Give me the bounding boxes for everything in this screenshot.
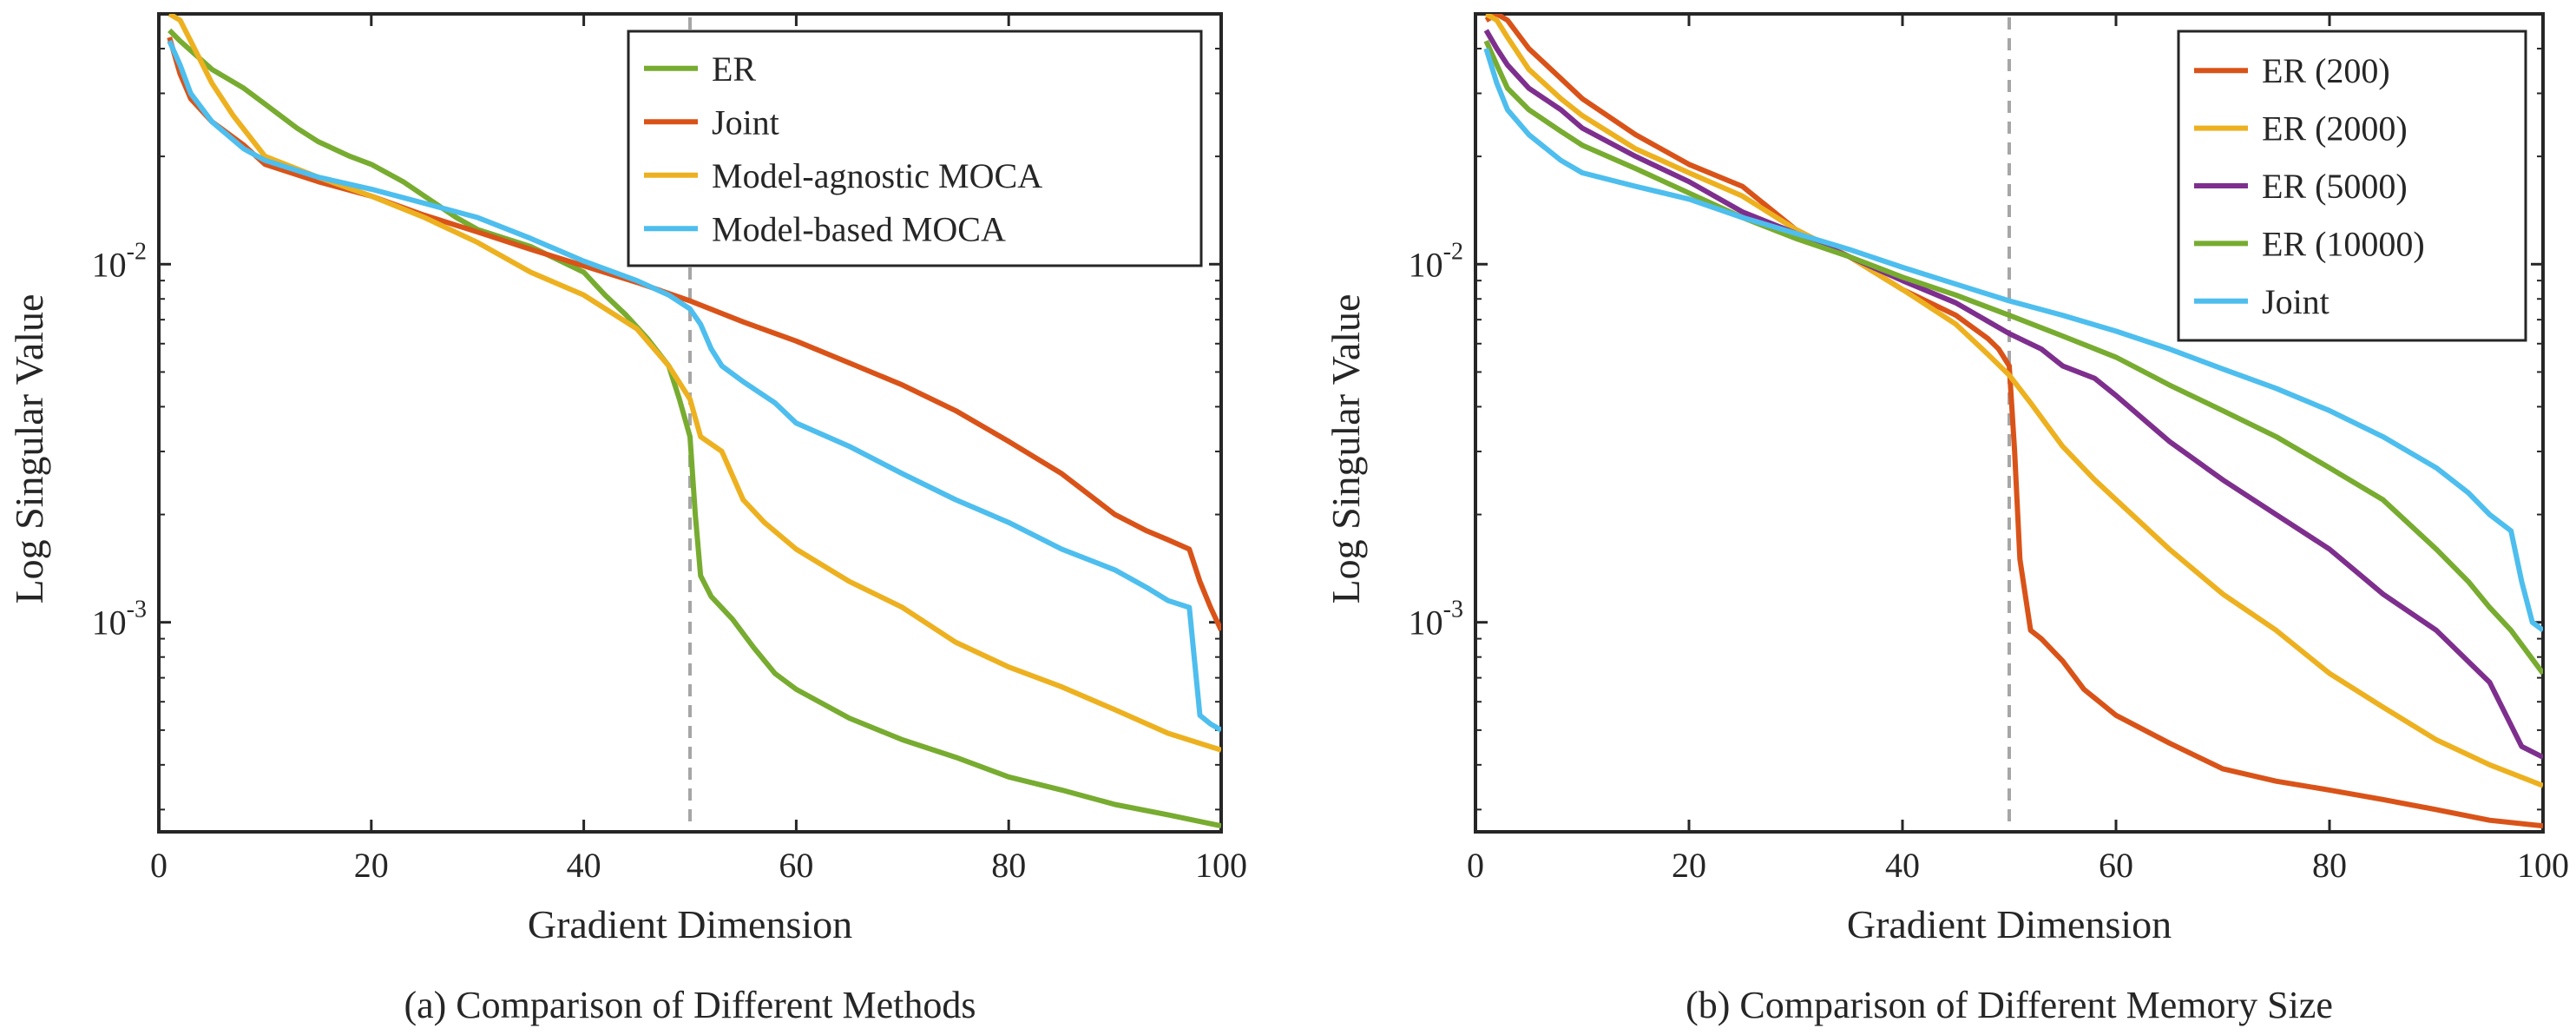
figure-caption: (a) Comparison of Different Methods: [404, 984, 976, 1026]
series-line-joint: [1483, 48, 2543, 633]
x-axis-label: Gradient Dimension: [1847, 902, 2172, 946]
series-line-er-10000: [1483, 39, 2543, 676]
legend-entry: Joint: [2262, 282, 2330, 321]
x-tick-label: 80: [991, 846, 1026, 885]
x-tick-label: 60: [779, 846, 813, 885]
series-line-er-200: [1484, 14, 2543, 829]
x-tick-label: 40: [1885, 846, 1920, 885]
figure-caption: (b) Comparison of Different Memory Size: [1686, 984, 2333, 1026]
series-line-model-agnostic-moca: [168, 14, 1221, 753]
x-tick-label: 20: [1672, 846, 1706, 885]
y-axis-label: Log Singular Value: [7, 294, 51, 604]
legend-entry: Model-based MOCA: [712, 209, 1006, 248]
chart-panel-methods: 0 20 40 60 80 100 10-2 10-3 ER Joint Model-agnosti…: [7, 12, 1247, 1026]
x-tick-label: 100: [2517, 846, 2569, 885]
series-line-er-2000: [1484, 14, 2543, 788]
y-tick-label: 10-3: [92, 597, 147, 643]
legend-entry: ER (2000): [2262, 109, 2408, 148]
legend-box: [627, 30, 1203, 267]
legend-entry: ER (5000): [2262, 167, 2408, 206]
x-tick-label: 60: [2099, 846, 2133, 885]
x-tick-label: 100: [1195, 846, 1247, 885]
legend: ER (200) ER (2000) ER (5000) ER (10000) Join…: [2177, 30, 2527, 342]
y-tick-label: 10-2: [1409, 238, 1463, 284]
x-tick-label: 80: [2312, 846, 2347, 885]
series-line-model-based-moca: [167, 39, 1221, 733]
x-tick-label: 40: [567, 846, 601, 885]
x-tick-label: 0: [1467, 846, 1484, 885]
legend-entry: ER (200): [2262, 51, 2390, 90]
x-axis-label: Gradient Dimension: [528, 902, 852, 946]
y-tick-label: 10-3: [1409, 597, 1463, 643]
y-axis-label: Log Singular Value: [1324, 294, 1368, 604]
x-tick-label: 20: [354, 846, 389, 885]
legend: ER Joint Model-agnostic MOCA Model-based MO…: [627, 30, 1203, 267]
legend-entry: Joint: [712, 102, 779, 142]
legend-entry: ER: [712, 49, 756, 89]
y-tick-label: 10-2: [92, 238, 147, 284]
series-line-er-5000: [1483, 29, 2543, 760]
legend-entry: ER (10000): [2262, 224, 2425, 263]
x-tick-label: 0: [150, 846, 168, 885]
legend-entry: Model-agnostic MOCA: [712, 156, 1042, 195]
